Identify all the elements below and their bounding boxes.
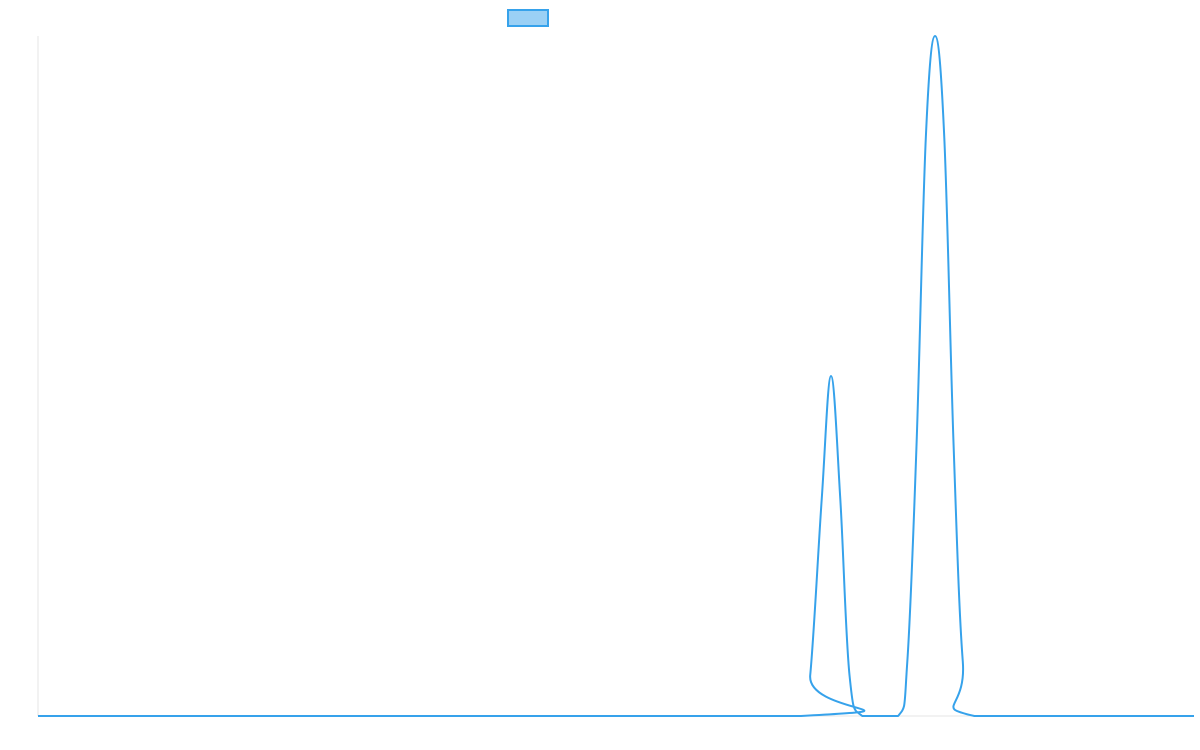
series-layer <box>38 35 1194 718</box>
axes <box>37 36 1194 717</box>
series-line-0 <box>38 35 1194 718</box>
legend-swatch[interactable] <box>507 9 549 27</box>
legend[interactable] <box>507 9 549 27</box>
